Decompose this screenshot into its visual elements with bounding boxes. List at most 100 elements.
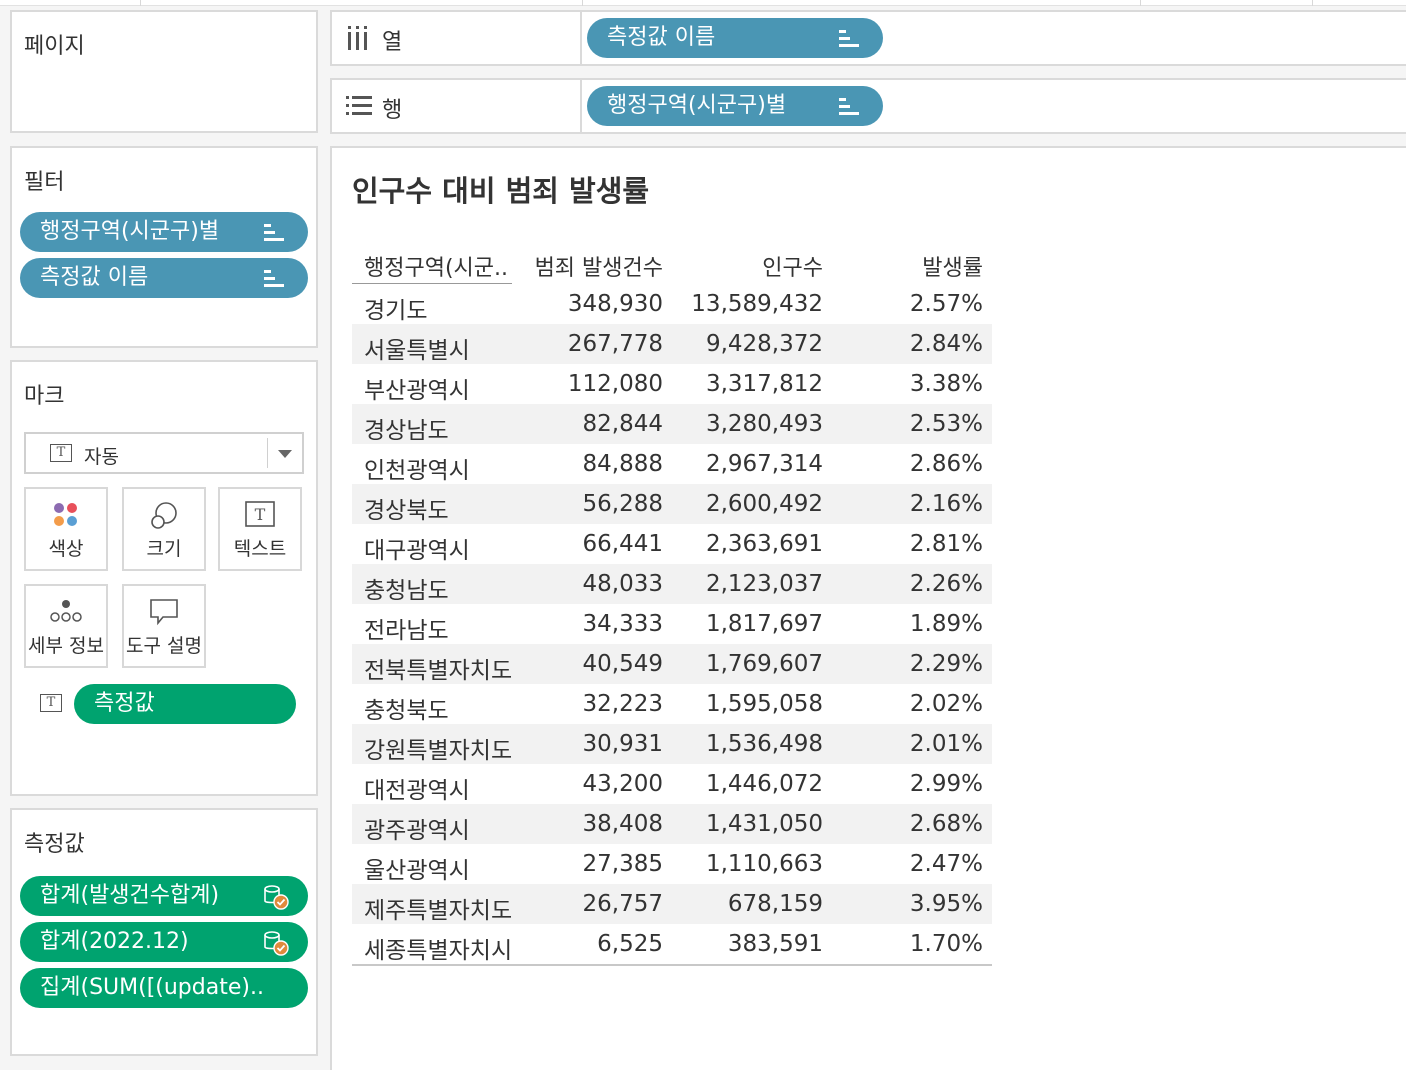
column-header-crimes[interactable]: 범죄 발생건수 [534, 256, 663, 281]
mark-type-value: 자동 [84, 446, 119, 468]
row-crimes-cell: 43,200 [582, 771, 663, 797]
row-rate-cell: 2.57% [909, 291, 983, 317]
detail-button[interactable]: 세부 정보 [24, 584, 108, 668]
table-row[interactable]: 강원특별자치도 30,931 1,536,498 2.01% [352, 724, 992, 764]
table-row[interactable]: 전라남도 34,333 1,817,697 1.89% [352, 604, 992, 644]
row-rate-cell: 2.02% [909, 691, 983, 717]
table-row[interactable]: 울산광역시 27,385 1,110,663 2.47% [352, 844, 992, 884]
text-button-label: 텍스트 [233, 538, 287, 560]
row-district-cell: 인천광역시 [364, 458, 470, 484]
sort-icon[interactable] [839, 98, 861, 116]
marks-pill-measure-values[interactable]: 측정값 [74, 684, 296, 724]
detail-button-label: 세부 정보 [28, 635, 104, 657]
row-population-cell: 2,967,314 [705, 451, 823, 477]
measure-values-shelf[interactable]: 측정값 합계(발생건수합계) 합계(2022.12) 집계(SUM([(upda… [10, 808, 318, 1056]
filter-pill-label: 행정구역(시군구)별 [40, 219, 220, 244]
pages-shelf[interactable]: 페이지 [10, 10, 318, 133]
table-row[interactable]: 경기도 348,930 13,589,432 2.57% [352, 284, 992, 324]
worksheet-title: 인구수 대비 범죄 발생률 [352, 174, 650, 208]
row-district-cell: 경기도 [364, 298, 428, 324]
filter-pill-measure-names[interactable]: 측정값 이름 [20, 258, 308, 298]
column-header-population[interactable]: 인구수 [762, 256, 823, 281]
table-row[interactable]: 경상남도 82,844 3,280,493 2.53% [352, 404, 992, 444]
row-rate-cell: 2.86% [909, 451, 983, 477]
rows-pill-district[interactable]: 행정구역(시군구)별 [587, 86, 883, 126]
table-row[interactable]: 대구광역시 66,441 2,363,691 2.81% [352, 524, 992, 564]
columns-pill-measure-names[interactable]: 측정값 이름 [587, 18, 883, 58]
row-crimes-cell: 267,778 [567, 331, 663, 357]
top-strip [0, 0, 1406, 6]
table-row[interactable]: 세종특별자치시 6,525 383,591 1.70% [352, 924, 992, 964]
top-strip-tick [1140, 0, 1141, 6]
top-strip-tick [1312, 0, 1313, 6]
rows-pill-label: 행정구역(시군구)별 [607, 93, 787, 118]
measure-pill-agg-rate[interactable]: 집계(SUM([(update).. [20, 968, 308, 1008]
columns-shelf[interactable]: 열 측정값 이름 [330, 10, 1406, 66]
table-row[interactable]: 인천광역시 84,888 2,967,314 2.86% [352, 444, 992, 484]
tooltip-button-label: 도구 설명 [126, 635, 202, 657]
measure-pill-sum-population[interactable]: 합계(2022.12) [20, 922, 308, 962]
table-row[interactable]: 경상북도 56,288 2,600,492 2.16% [352, 484, 992, 524]
chevron-down-icon[interactable] [278, 450, 292, 458]
row-district-cell: 충청남도 [364, 578, 449, 604]
measure-pill-label: 집계(SUM([(update).. [40, 975, 264, 1000]
row-district-cell: 전북특별자치도 [364, 658, 513, 684]
row-crimes-cell: 38,408 [582, 811, 663, 837]
filters-shelf[interactable]: 필터 행정구역(시군구)별 측정값 이름 [10, 146, 318, 348]
mark-type-dropdown[interactable]: T 자동 [24, 432, 304, 474]
row-rate-cell: 2.16% [909, 491, 983, 517]
top-strip-tick [140, 0, 141, 6]
row-district-cell: 전라남도 [364, 618, 449, 644]
marks-card[interactable]: 마크 T 자동 색상 크기 T 텍스트 세부 정보 [10, 360, 318, 796]
row-crimes-cell: 56,288 [582, 491, 663, 517]
row-population-cell: 2,363,691 [705, 531, 823, 557]
table-row[interactable]: 전북특별자치도 40,549 1,769,607 2.29% [352, 644, 992, 684]
table-row[interactable]: 제주특별자치도 26,757 678,159 3.95% [352, 884, 992, 924]
sort-icon[interactable] [264, 270, 286, 288]
row-district-cell: 경상북도 [364, 498, 449, 524]
row-district-cell: 서울특별시 [364, 338, 470, 364]
columns-shelf-label: 열 [382, 30, 403, 55]
row-population-cell: 9,428,372 [705, 331, 823, 357]
row-population-cell: 678,159 [727, 891, 823, 917]
row-crimes-cell: 82,844 [582, 411, 663, 437]
row-rate-cell: 2.47% [909, 851, 983, 877]
column-header-district[interactable]: 행정구역(시군.. [364, 256, 509, 281]
text-icon: T [245, 501, 275, 527]
row-district-cell: 세종특별자치시 [364, 938, 513, 964]
rows-shelf-label: 행 [382, 98, 403, 123]
row-rate-cell: 2.29% [909, 651, 983, 677]
row-population-cell: 13,589,432 [691, 291, 823, 317]
row-rate-cell: 2.68% [909, 811, 983, 837]
table-row[interactable]: 광주광역시 38,408 1,431,050 2.68% [352, 804, 992, 844]
tooltip-button[interactable]: 도구 설명 [122, 584, 206, 668]
size-button[interactable]: 크기 [122, 487, 206, 571]
filter-pill-district[interactable]: 행정구역(시군구)별 [20, 212, 308, 252]
table-bottom-border [352, 964, 992, 966]
row-crimes-cell: 40,549 [582, 651, 663, 677]
row-rate-cell: 2.81% [909, 531, 983, 557]
rows-shelf[interactable]: 행 행정구역(시군구)별 [330, 78, 1406, 134]
table-row[interactable]: 부산광역시 112,080 3,317,812 3.38% [352, 364, 992, 404]
pages-shelf-title: 페이지 [24, 34, 85, 59]
svg-text:T: T [255, 505, 266, 524]
sort-icon[interactable] [264, 224, 286, 242]
row-population-cell: 2,123,037 [705, 571, 823, 597]
text-button[interactable]: T 텍스트 [218, 487, 302, 571]
row-rate-cell: 2.01% [909, 731, 983, 757]
table-row[interactable]: 충청남도 48,033 2,123,037 2.26% [352, 564, 992, 604]
measure-pill-sum-crimes[interactable]: 합계(발생건수합계) [20, 876, 308, 916]
row-population-cell: 1,110,663 [705, 851, 823, 877]
row-population-cell: 3,317,812 [705, 371, 823, 397]
shelf-divider [580, 80, 582, 132]
color-button[interactable]: 색상 [24, 487, 108, 571]
row-population-cell: 1,769,607 [705, 651, 823, 677]
filters-shelf-title: 필터 [24, 170, 65, 195]
columns-pill-label: 측정값 이름 [607, 25, 716, 50]
sort-icon[interactable] [839, 30, 861, 48]
table-row[interactable]: 충청북도 32,223 1,595,058 2.02% [352, 684, 992, 724]
row-crimes-cell: 112,080 [567, 371, 663, 397]
table-row[interactable]: 서울특별시 267,778 9,428,372 2.84% [352, 324, 992, 364]
column-header-rate[interactable]: 발생률 [922, 256, 983, 281]
table-row[interactable]: 대전광역시 43,200 1,446,072 2.99% [352, 764, 992, 804]
